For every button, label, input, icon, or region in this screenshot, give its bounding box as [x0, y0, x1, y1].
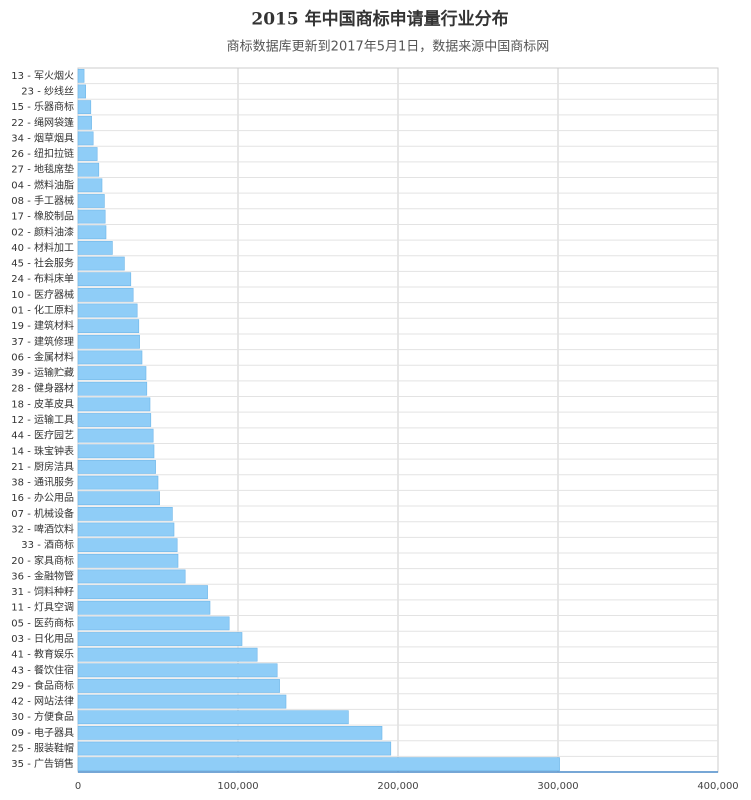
bar [77, 209, 106, 224]
y-tick-label: 09 - 电子器具 [11, 726, 74, 739]
bar [77, 600, 211, 615]
y-tick-label: 25 - 服装鞋帽 [11, 742, 74, 755]
y-tick-label: 26 - 纽扣拉链 [11, 147, 74, 160]
bar [77, 147, 98, 161]
bar [77, 397, 151, 412]
y-tick-label: 23 - 纱线丝 [21, 84, 74, 97]
bar [77, 741, 392, 756]
y-tick-label: 02 - 颜料油漆 [11, 225, 74, 238]
x-tick-label: 0 [75, 781, 81, 792]
bar [77, 381, 148, 396]
y-tick-label: 10 - 医疗器械 [11, 288, 74, 301]
y-tick-label: 12 - 运输工具 [11, 413, 74, 426]
y-tick-label: 05 - 医药商标 [11, 616, 74, 629]
y-tick-label: 37 - 建筑修理 [11, 335, 74, 348]
bar [77, 178, 103, 193]
y-tick-label: 32 - 啤酒饮料 [11, 523, 74, 536]
y-tick-label: 33 - 酒商标 [21, 538, 74, 551]
y-tick-label: 27 - 地毯席垫 [11, 163, 74, 176]
y-tick-label: 07 - 机械设备 [11, 507, 74, 520]
bar [77, 679, 280, 693]
bar [77, 84, 86, 99]
y-tick-label: 45 - 社会服务 [11, 257, 74, 270]
bar [77, 632, 243, 646]
bar [77, 757, 560, 772]
bar [77, 100, 92, 114]
y-tick-label: 15 - 乐器商标 [11, 100, 74, 113]
y-tick-label: 39 - 运输贮藏 [11, 366, 74, 379]
bar [77, 303, 138, 318]
bar [77, 287, 134, 302]
y-tick-label: 03 - 日化用品 [11, 632, 74, 645]
y-tick-label: 13 - 军火烟火 [11, 69, 74, 82]
bar [77, 710, 349, 725]
bar [77, 726, 383, 740]
y-tick-label: 18 - 皮革皮具 [11, 397, 74, 410]
bar [77, 647, 258, 662]
bar [77, 319, 140, 334]
y-tick-label: 22 - 绳网袋篷 [11, 116, 74, 129]
y-tick-label: 30 - 方便食品 [11, 710, 74, 723]
y-tick-label: 29 - 食品商标 [11, 679, 74, 692]
bar [77, 616, 230, 631]
bar [77, 162, 100, 177]
y-tick-label: 19 - 建筑材料 [11, 319, 74, 332]
bar [77, 131, 94, 146]
bar [77, 585, 208, 599]
bar [77, 538, 178, 553]
y-tick-label: 08 - 手工器械 [11, 194, 74, 207]
bar [77, 256, 125, 271]
bar [77, 115, 92, 130]
y-tick-label: 11 - 灯具空调 [11, 601, 74, 614]
y-tick-label: 40 - 材料加工 [11, 241, 74, 254]
y-tick-label: 35 - 广告销售 [11, 757, 74, 770]
bar [77, 444, 155, 459]
y-tick-label: 24 - 布料床单 [11, 272, 74, 285]
y-tick-label: 44 - 医疗园艺 [11, 429, 74, 442]
chart-title: 2015 年中国商标申请量行业分布 [251, 9, 508, 30]
y-tick-label: 31 - 饲料种籽 [11, 585, 74, 598]
bar [77, 491, 160, 506]
x-tick-label: 200,000 [377, 781, 418, 792]
bar [77, 350, 143, 365]
x-tick-label: 400,000 [697, 781, 738, 792]
y-tick-label: 42 - 网站法律 [11, 695, 74, 708]
bar [77, 553, 179, 568]
y-tick-label: 38 - 通讯服务 [11, 476, 74, 489]
y-tick-label: 16 - 办公用品 [11, 491, 74, 504]
bar [77, 569, 186, 584]
bar [77, 522, 175, 537]
y-tick-label: 36 - 金融物管 [11, 569, 74, 582]
chart-subtitle: 商标数据库更新到2017年5月1日，数据来源中国商标网 [227, 39, 550, 55]
y-tick-label: 41 - 教育娱乐 [11, 648, 74, 661]
bar [77, 272, 132, 287]
bar [77, 506, 173, 521]
bar [77, 428, 154, 443]
y-tick-label: 21 - 厨房洁具 [11, 460, 74, 473]
bar [77, 194, 105, 208]
y-tick-label: 06 - 金属材料 [11, 350, 74, 363]
y-tick-label: 17 - 橡胶制品 [11, 210, 74, 223]
bar [77, 475, 159, 490]
y-tick-label: 01 - 化工原料 [11, 303, 74, 316]
bar [77, 225, 107, 240]
bar [77, 663, 278, 678]
y-tick-label: 43 - 餐饮住宿 [11, 663, 74, 676]
x-tick-label: 300,000 [537, 781, 578, 792]
bar [77, 366, 147, 380]
bar [77, 241, 113, 255]
y-tick-label: 20 - 家具商标 [11, 554, 74, 567]
bar [77, 334, 140, 349]
bar [77, 694, 287, 709]
bar [77, 68, 85, 83]
y-tick-label: 28 - 健身器材 [11, 382, 74, 395]
y-tick-label: 14 - 珠宝钟表 [11, 444, 74, 457]
x-tick-label: 100,000 [217, 781, 258, 792]
bar [77, 413, 152, 427]
y-tick-label: 34 - 烟草烟具 [11, 131, 74, 144]
y-tick-label: 04 - 燃料油脂 [11, 178, 74, 191]
bar [77, 460, 156, 474]
